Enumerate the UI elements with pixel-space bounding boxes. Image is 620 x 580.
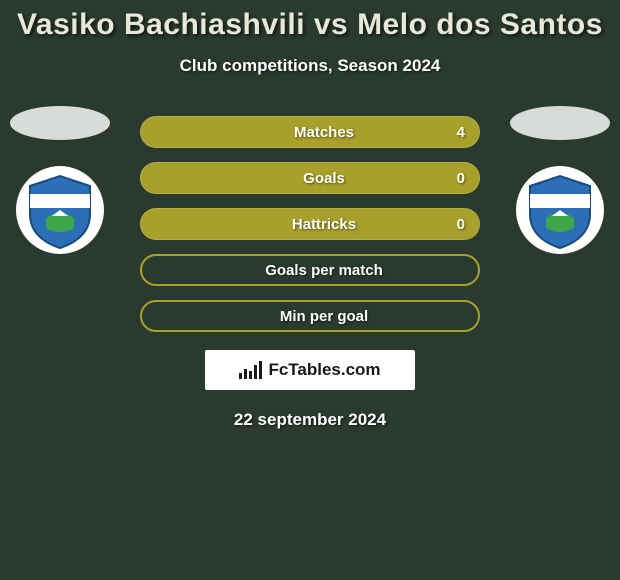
stat-matches-right: 4	[457, 124, 465, 141]
player-right-avatar-placeholder	[510, 106, 610, 140]
comparison-widget: Vasiko Bachiashvili vs Melo dos Santos C…	[0, 0, 620, 430]
subtitle: Club competitions, Season 2024	[0, 56, 620, 76]
player-right-slot	[510, 106, 610, 254]
stat-goals-right: 0	[457, 170, 465, 187]
comparison-area: Matches 4 Goals 0 Hattricks 0 Goals per …	[0, 116, 620, 430]
player-right-club-logo	[516, 166, 604, 254]
stat-row-goals-per-match: Goals per match	[140, 254, 480, 286]
date-label: 22 september 2024	[0, 410, 620, 430]
stat-hattricks-right: 0	[457, 216, 465, 233]
stat-row-min-per-goal: Min per goal	[140, 300, 480, 332]
shield-logo-icon	[516, 166, 604, 254]
page-title: Vasiko Bachiashvili vs Melo dos Santos	[0, 8, 620, 42]
bar-chart-icon	[239, 361, 262, 379]
shield-logo-icon	[16, 166, 104, 254]
stat-hattricks-label: Hattricks	[264, 216, 356, 233]
stat-row-goals: Goals 0	[140, 162, 480, 194]
stat-gpm-label: Goals per match	[237, 262, 383, 279]
player-left-avatar-placeholder	[10, 106, 110, 140]
stat-rows: Matches 4 Goals 0 Hattricks 0 Goals per …	[140, 116, 480, 332]
brand-box[interactable]: FcTables.com	[205, 350, 415, 390]
player-left-club-logo	[16, 166, 104, 254]
brand-label: FcTables.com	[268, 360, 380, 380]
stat-goals-label: Goals	[275, 170, 345, 187]
stat-row-matches: Matches 4	[140, 116, 480, 148]
stat-mpg-label: Min per goal	[252, 308, 368, 325]
player-left-slot	[10, 106, 110, 254]
stat-matches-label: Matches	[266, 124, 354, 141]
stat-row-hattricks: Hattricks 0	[140, 208, 480, 240]
